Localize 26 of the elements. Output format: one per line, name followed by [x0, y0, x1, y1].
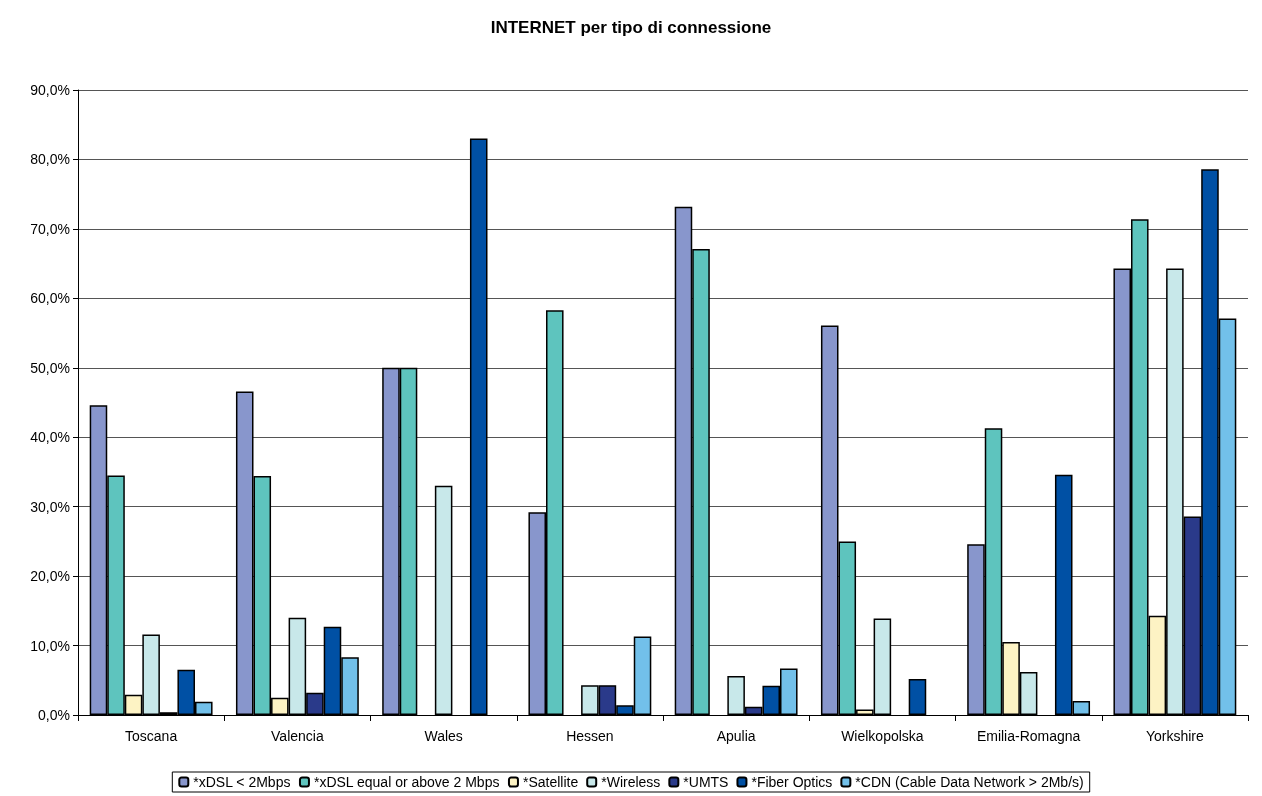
x-tick-label: Toscana	[125, 728, 178, 744]
y-tick-label: 70,0%	[30, 220, 70, 237]
legend-label: *UMTS	[683, 774, 729, 790]
y-tick-label: 30,0%	[30, 498, 70, 515]
y-tick-label: 40,0%	[30, 429, 70, 446]
legend-label: *Satellite	[522, 774, 579, 790]
y-tick-label: 50,0%	[30, 359, 70, 376]
x-tick-label: Wielkopolska	[841, 728, 924, 744]
legend-label: *Wireless	[601, 774, 661, 790]
y-tick-label: 60,0%	[30, 290, 70, 307]
x-tick-label: Wales	[424, 728, 463, 744]
y-tick-label: 0,0%	[38, 707, 70, 723]
x-tick-label: Emilia-Romagna	[976, 728, 1081, 744]
legend-label: *xDSL equal or above 2 Mbps	[313, 774, 500, 790]
y-tick-label: 80,0%	[30, 151, 70, 168]
y-tick-label: 90,0%	[30, 82, 70, 98]
legend-label: *Fiber Optics	[751, 774, 833, 790]
legend-label: *xDSL < 2Mbps	[193, 774, 291, 790]
y-tick-label: 20,0%	[30, 568, 70, 585]
x-tick-label: Valencia	[271, 728, 324, 744]
chart-title: INTERNET per tipo di connessione	[490, 18, 772, 37]
y-tick-label: 10,0%	[30, 637, 70, 654]
legend-label: *CDN (Cable Data Network > 2Mb/s)	[855, 774, 1084, 790]
x-tick-label: Hessen	[566, 728, 614, 744]
x-tick-label: Apulia	[716, 728, 756, 744]
x-tick-label: Yorkshire	[1145, 728, 1204, 744]
